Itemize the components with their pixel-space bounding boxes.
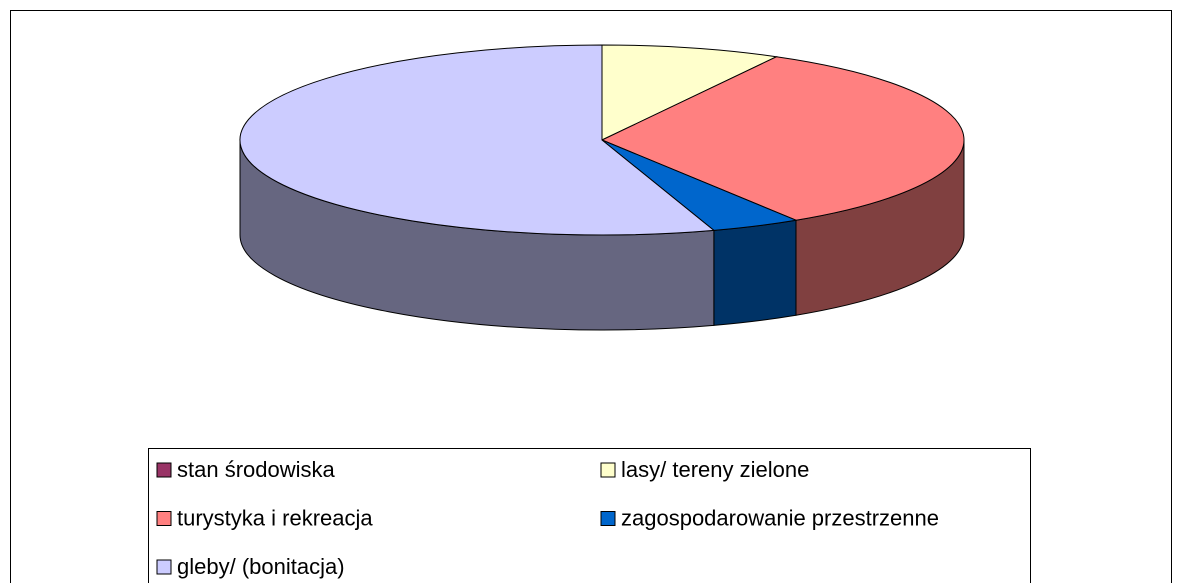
legend-label: gleby/ (bonitacja) <box>177 554 345 579</box>
legend-swatch <box>156 559 172 575</box>
legend-swatch <box>156 511 172 526</box>
pie-slice <box>600 56 965 221</box>
legend-swatch <box>600 462 616 478</box>
legend-label: zagospodarowanie przestrzenne <box>621 505 939 530</box>
legend-label: turystyka i rekreacja <box>177 505 373 530</box>
legend: stan środowiska lasy/ tereny zielone turys… <box>148 448 1031 583</box>
legend-swatch <box>600 511 616 526</box>
legend-box <box>148 448 1031 583</box>
legend-swatch <box>156 462 172 478</box>
legend-label: lasy/ tereny zielone <box>621 457 809 482</box>
pie <box>239 44 965 331</box>
pie-slice <box>239 44 716 236</box>
pie-slice <box>601 44 779 141</box>
legend-label: stan środowiska <box>177 457 336 482</box>
pie-side <box>713 219 797 326</box>
